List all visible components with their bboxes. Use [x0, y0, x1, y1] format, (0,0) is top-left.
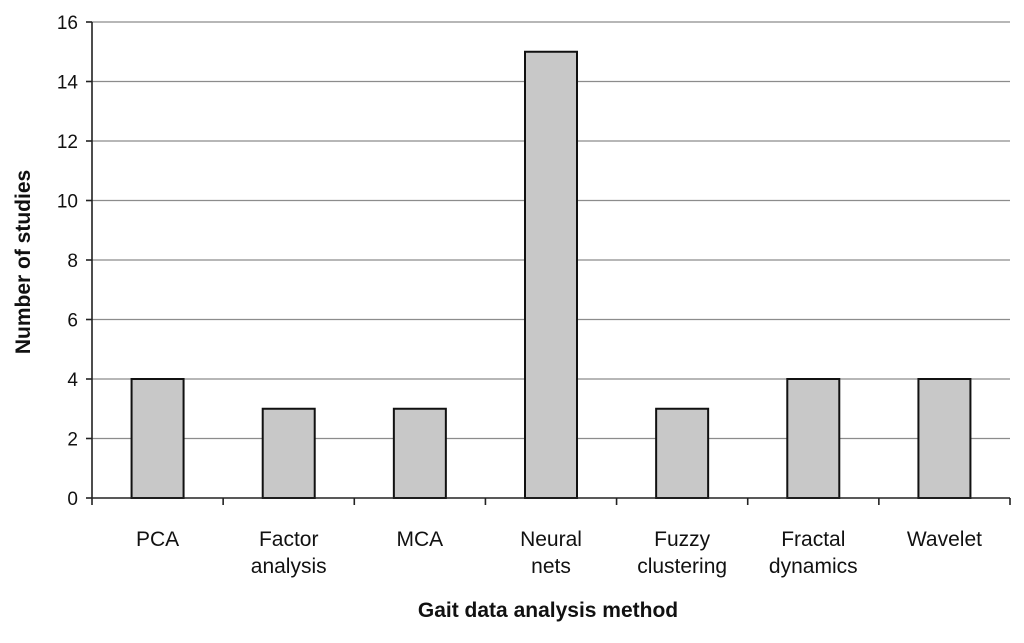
bar: [655, 407, 710, 499]
x-category-label-line: Wavelet: [907, 528, 982, 551]
x-category-label-line: MCA: [397, 528, 444, 551]
x-category-label-line: PCA: [136, 528, 179, 551]
y-tick-label: 0: [67, 489, 78, 510]
bar: [261, 407, 316, 499]
bars: [130, 50, 972, 499]
x-category-label: Wavelet: [907, 528, 982, 551]
y-axis-title: Number of studies: [12, 170, 35, 354]
x-category-label-line: Fuzzy: [654, 528, 711, 551]
y-tick-label: 14: [57, 73, 79, 94]
x-category-label: MCA: [397, 528, 444, 551]
bar: [130, 378, 185, 499]
y-tick-label: 6: [67, 311, 78, 332]
x-category-label-line: dynamics: [769, 555, 858, 578]
y-tick-label: 8: [67, 251, 78, 272]
x-category-label: Fuzzy clustering: [637, 528, 727, 578]
x-category-label-line: Factor: [259, 528, 319, 551]
y-tick-labels: 0 2 4 6 8 10 12 14 16: [57, 13, 79, 510]
x-category-label-line: analysis: [251, 555, 327, 578]
x-category-label-line: Fractal: [781, 528, 845, 551]
axes: [91, 22, 1010, 499]
y-tick-label: 2: [67, 430, 78, 451]
x-category-label-line: Neural: [520, 528, 582, 551]
x-category-label: Neural nets: [520, 528, 582, 578]
bar: [917, 378, 972, 499]
y-tick-label: 12: [57, 132, 78, 153]
x-category-labels: PCA Factor analysis MCA Neural nets Fuzzy clust…: [136, 528, 982, 578]
bar: [786, 378, 841, 499]
x-category-label: Factor analysis: [251, 528, 327, 578]
x-category-label-line: nets: [531, 555, 571, 578]
bar: [392, 407, 447, 499]
bar: [524, 50, 578, 499]
x-axis-title: Gait data analysis method: [418, 599, 678, 622]
y-tick-label: 10: [57, 192, 78, 213]
x-category-label: Fractal dynamics: [769, 528, 858, 578]
x-category-label: PCA: [136, 528, 179, 551]
y-tick-label: 16: [57, 13, 78, 34]
y-tick-label: 4: [67, 370, 78, 391]
x-category-label-line: clustering: [637, 555, 727, 578]
